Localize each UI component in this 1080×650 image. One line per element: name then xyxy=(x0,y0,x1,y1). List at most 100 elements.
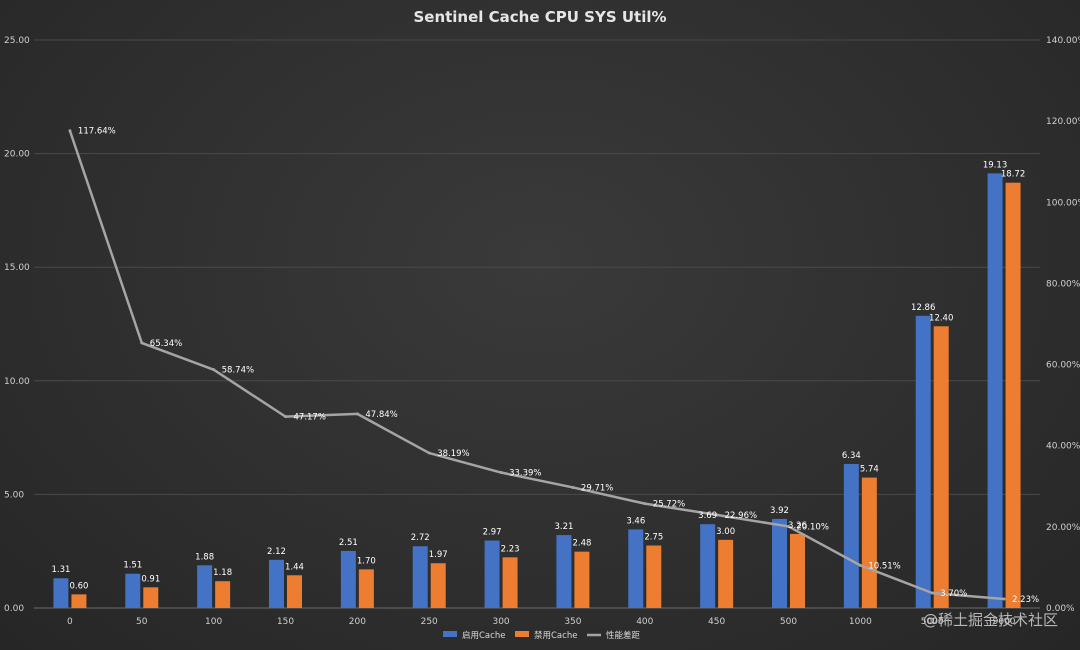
legend-label: 性能差距 xyxy=(606,630,641,641)
bar-label-disabled-cache: 0.60 xyxy=(69,581,88,591)
line-point xyxy=(858,563,862,567)
legend-swatch xyxy=(443,631,457,637)
bar-enabled-cache xyxy=(197,565,213,608)
line-point xyxy=(140,341,144,345)
bars xyxy=(53,173,1021,609)
bar-disabled-cache xyxy=(287,575,302,608)
right-tick-label: 100.00% xyxy=(1046,198,1080,208)
x-tick-label: 300 xyxy=(492,617,509,627)
bar-disabled-cache xyxy=(646,545,662,608)
bar-disabled-cache xyxy=(502,557,518,608)
bar-enabled-cache xyxy=(484,540,500,608)
bar-label-enabled-cache: 1.31 xyxy=(51,565,70,575)
left-tick-label: 15.00 xyxy=(4,263,30,273)
bar-label-enabled-cache: 1.51 xyxy=(123,561,142,571)
legend: 启用Cache 禁用Cache 性能差距 xyxy=(443,630,641,641)
line-label: 22.96% xyxy=(725,511,757,521)
left-tick-label: 20.00 xyxy=(4,150,30,160)
bar-enabled-cache xyxy=(412,546,428,608)
bar-disabled-cache xyxy=(933,326,949,608)
bar-label-enabled-cache: 2.51 xyxy=(339,538,358,548)
x-tick-label: 150 xyxy=(277,617,294,627)
bar-label-enabled-cache: 12.86 xyxy=(911,303,935,313)
bar-label-enabled-cache: 19.13 xyxy=(983,160,1007,170)
line-label: 65.34% xyxy=(150,339,182,349)
bar-label-enabled-cache: 3.21 xyxy=(554,522,573,532)
bar-enabled-cache xyxy=(772,518,787,608)
line-label: 10.51% xyxy=(868,561,900,571)
x-axis: 0 50 100 150 200 250 300 350 400 450 500 1000 5000 90… xyxy=(34,607,1040,627)
bar-disabled-cache xyxy=(71,594,87,608)
bar-enabled-cache xyxy=(125,573,141,608)
left-tick-label: 10.00 xyxy=(4,377,30,387)
x-tick-label: 0 xyxy=(67,617,73,627)
left-tick-label: 0.00 xyxy=(4,604,24,614)
bar-disabled-cache xyxy=(861,477,877,608)
bar-label-disabled-cache: 12.40 xyxy=(929,313,953,323)
line-point xyxy=(68,129,72,133)
x-tick-label: 350 xyxy=(564,617,581,627)
line-label: 20.10% xyxy=(797,522,829,532)
bar-label-disabled-cache: 2.48 xyxy=(572,539,591,549)
bar-enabled-cache xyxy=(340,550,356,608)
bar-label-enabled-cache: 3.92 xyxy=(770,506,789,516)
line-point xyxy=(787,524,790,528)
line-label: 47.84% xyxy=(365,410,397,420)
right-tick-label: 60.00% xyxy=(1046,361,1080,371)
line-label: 117.64% xyxy=(78,127,116,137)
line-point xyxy=(643,502,647,506)
bar-enabled-cache xyxy=(556,535,572,608)
right-tick-label: 140.00% xyxy=(1046,36,1080,46)
line-label: 38.19% xyxy=(437,449,469,459)
line-point xyxy=(571,485,575,489)
right-tick-label: 80.00% xyxy=(1046,279,1080,289)
bar-disabled-cache xyxy=(574,551,590,608)
bar-disabled-cache xyxy=(1005,182,1021,609)
bar-label-enabled-cache: 6.34 xyxy=(842,451,861,461)
line-point xyxy=(1002,597,1006,601)
bar-enabled-cache xyxy=(987,173,1003,608)
bar-label-disabled-cache: 2.75 xyxy=(644,533,663,543)
bar-label-disabled-cache: 3.00 xyxy=(716,527,735,537)
data-labels: 1.31 0.60 1.51 0.91 1.88 1.18 2.12 1.44 2.51 1.70… xyxy=(51,127,1039,605)
line-point xyxy=(499,471,503,475)
line-label: 29.71% xyxy=(581,483,613,493)
gridlines xyxy=(34,39,1040,609)
line-label: 33.39% xyxy=(509,469,541,479)
bar-disabled-cache xyxy=(143,587,159,608)
bar-label-disabled-cache: 2.23 xyxy=(501,544,520,554)
right-tick-label: 0.00% xyxy=(1046,604,1075,614)
bar-disabled-cache xyxy=(430,563,446,608)
x-tick-label: 400 xyxy=(636,617,653,627)
line-point xyxy=(930,591,934,595)
bar-label-disabled-cache: 0.91 xyxy=(141,574,160,584)
bar-label-enabled-cache: 3.46 xyxy=(626,516,645,526)
bar-label-enabled-cache: 1.88 xyxy=(195,552,214,562)
left-axis: 0.00 5.00 10.00 15.00 20.00 25.00 xyxy=(4,36,30,614)
bar-enabled-cache xyxy=(700,524,716,608)
right-tick-label: 40.00% xyxy=(1046,442,1080,452)
bar-label-disabled-cache: 1.70 xyxy=(357,556,376,566)
bar-enabled-cache xyxy=(628,529,644,608)
line-label: 25.72% xyxy=(653,500,685,510)
bar-disabled-cache xyxy=(215,581,231,608)
bar-enabled-cache xyxy=(843,463,859,608)
bar-label-disabled-cache: 1.44 xyxy=(285,562,304,572)
bar-enabled-cache xyxy=(915,315,931,608)
line-point xyxy=(284,415,287,419)
bar-label-disabled-cache: 18.72 xyxy=(1001,170,1025,180)
bar-label-disabled-cache: 3.26 xyxy=(788,521,807,531)
line-point xyxy=(212,368,216,372)
x-tick-label: 500 xyxy=(780,617,797,627)
line-label: 47.17% xyxy=(294,413,326,423)
bar-label-disabled-cache: 5.74 xyxy=(860,465,879,475)
bar-enabled-cache xyxy=(269,559,284,608)
bar-label-enabled-cache: 3.69 xyxy=(698,511,717,521)
x-tick-label: 5000 xyxy=(921,617,944,627)
bar-label-enabled-cache: 2.72 xyxy=(411,533,430,543)
bar-disabled-cache xyxy=(358,569,374,608)
bar-label-enabled-cache: 2.97 xyxy=(483,528,502,538)
bar-disabled-cache xyxy=(790,533,805,608)
x-tick-label: 1000 xyxy=(849,617,872,627)
